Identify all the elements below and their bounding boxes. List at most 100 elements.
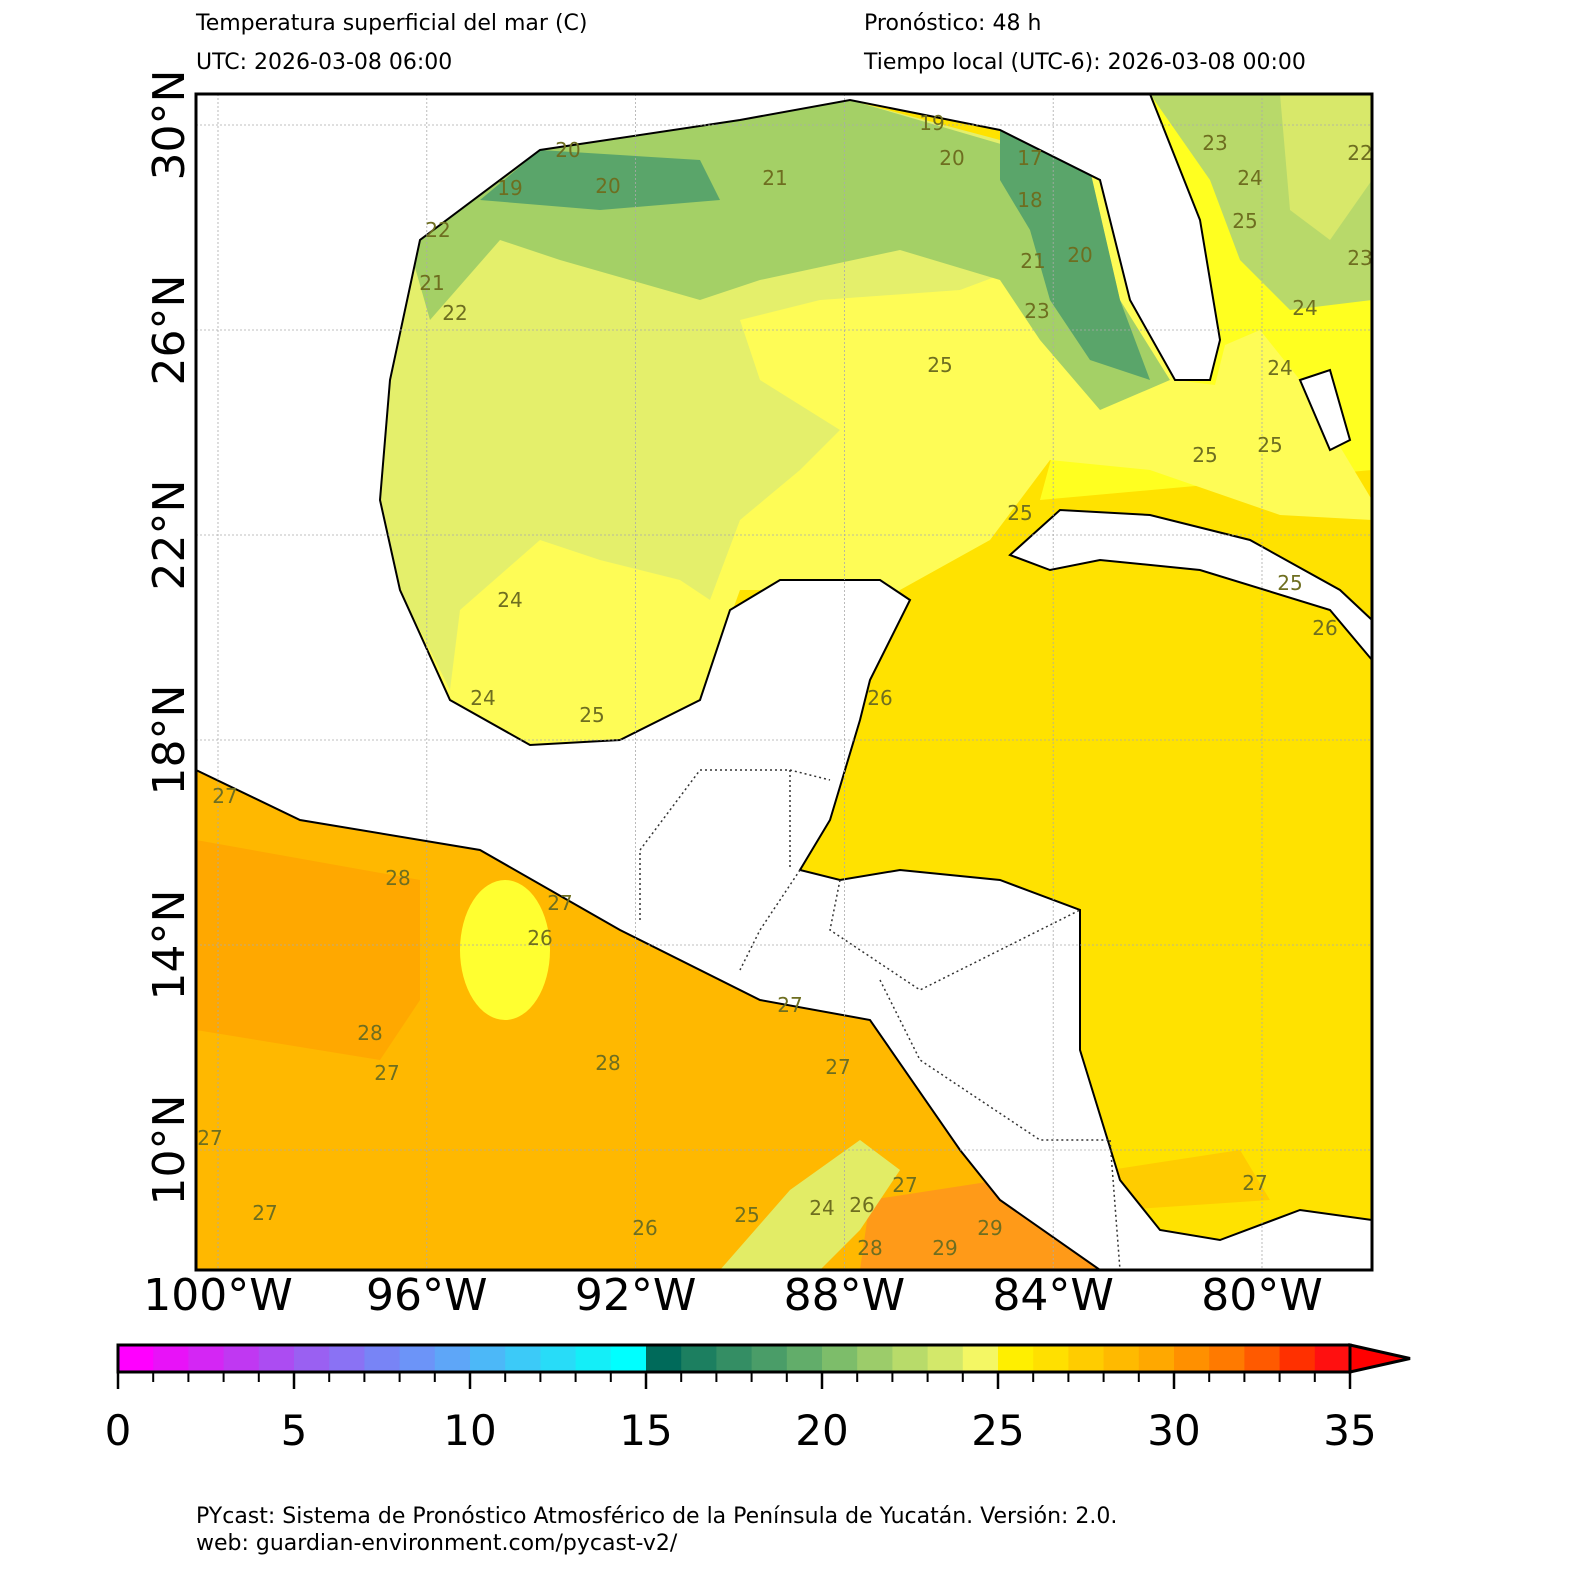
- contour-label: 25: [1277, 571, 1302, 595]
- utc-time: UTC: 2026-03-08 06:00: [196, 50, 452, 75]
- colorbar-bin: [153, 1345, 189, 1372]
- colorbar-bin: [118, 1345, 154, 1372]
- colorbar-bin: [646, 1345, 682, 1372]
- contour-label: 24: [470, 686, 495, 710]
- colorbar-bin: [1033, 1345, 1069, 1372]
- contour-label: 17: [1017, 146, 1042, 170]
- colorbar-bin: [399, 1345, 436, 1372]
- contour-label: 21: [762, 166, 787, 190]
- contour-label: 25: [1257, 433, 1282, 457]
- contour-labels: 20 19 20 21 19 20 17 18 21 20 23 22 21 22 23 24 25 22 23 24…: [197, 111, 1372, 1260]
- colorbar-bin: [998, 1345, 1034, 1372]
- colorbar-bin: [822, 1345, 858, 1372]
- contour-label: 23: [1347, 246, 1372, 270]
- land: [196, 94, 1372, 1270]
- colorbar-bin: [1174, 1345, 1210, 1372]
- lon-label: 84°W: [992, 1270, 1114, 1321]
- contour-label: 24: [809, 1196, 834, 1220]
- contour-label: 27: [777, 993, 802, 1017]
- contour-label: 27: [252, 1201, 277, 1225]
- contour-label: 28: [357, 1021, 382, 1045]
- colorbar-bin: [1209, 1345, 1245, 1372]
- colorbar-bin: [1244, 1345, 1281, 1372]
- map-area: 20 19 20 21 19 20 17 18 21 20 23 22 21 22 23 24 25 22 23 24…: [196, 94, 1372, 1270]
- lon-label: 92°W: [575, 1270, 697, 1321]
- colorbar-bin: [223, 1345, 260, 1372]
- contour-label: 29: [932, 1236, 957, 1260]
- cool-eddy: [460, 880, 550, 1020]
- local-time: Tiempo local (UTC-6): 2026-03-08 00:00: [863, 50, 1306, 75]
- contour-label: 19: [497, 176, 522, 200]
- contour-label: 20: [595, 174, 620, 198]
- colorbar-extend: [1348, 1343, 1411, 1374]
- lat-label: 18°N: [144, 685, 195, 796]
- colorbar-tick-label: 5: [281, 1406, 308, 1455]
- footer-web: web: guardian-environment.com/pycast-v2/: [196, 1531, 678, 1556]
- colorbar-bin: [786, 1345, 823, 1372]
- contour-label: 28: [385, 866, 410, 890]
- contour-label: 25: [927, 353, 952, 377]
- colorbar-bin: [294, 1345, 330, 1372]
- colorbar-bin: [258, 1345, 295, 1372]
- contour-label: 28: [595, 1051, 620, 1075]
- colorbar-tick-label: 30: [1147, 1406, 1200, 1455]
- colorbar-tick-label: 25: [971, 1406, 1024, 1455]
- colorbar-bin: [364, 1345, 401, 1372]
- map-title: Temperatura superficial del mar (C): [195, 11, 587, 36]
- colorbar-bin: [1068, 1345, 1105, 1372]
- contour-label: 26: [527, 926, 552, 950]
- contour-label: 26: [867, 686, 892, 710]
- contour-label: 24: [497, 588, 522, 612]
- contour-label: 28: [857, 1236, 882, 1260]
- colorbar-bin: [329, 1345, 365, 1372]
- colorbar-tick-label: 35: [1323, 1406, 1376, 1455]
- bahamas: [1298, 368, 1352, 452]
- lon-label: 80°W: [1201, 1270, 1323, 1321]
- colorbar-bin: [505, 1345, 541, 1372]
- contour-label: 18: [1017, 188, 1042, 212]
- contour-label: 24: [1292, 296, 1317, 320]
- forecast: Pronóstico: 48 h: [864, 11, 1041, 36]
- borders: [639, 769, 1121, 1270]
- graticule: [196, 94, 1372, 1270]
- contour-label: 27: [825, 1055, 850, 1079]
- contour-label: 20: [939, 146, 964, 170]
- contour-label: 26: [632, 1216, 657, 1240]
- colorbar-bin: [575, 1345, 612, 1372]
- contour-label: 24: [1267, 356, 1292, 380]
- colorbar-bin: [1103, 1345, 1140, 1372]
- contour-label: 21: [419, 271, 444, 295]
- lat-label: 30°N: [144, 70, 195, 181]
- colorbar-bin: [857, 1345, 893, 1372]
- pacific: [196, 770, 1100, 1270]
- colorbar-bin: [892, 1345, 929, 1372]
- contour-label: 23: [1024, 299, 1049, 323]
- lon-label: 88°W: [784, 1270, 906, 1321]
- map-frame: [194, 92, 1374, 1272]
- contour-label: 26: [1312, 616, 1337, 640]
- colorbar-bin: [681, 1345, 717, 1372]
- colorbar-bin: [470, 1345, 506, 1372]
- contour-label: 22: [1347, 141, 1372, 165]
- lon-label: 100°W: [143, 1270, 293, 1321]
- lat-label: 10°N: [144, 1095, 195, 1206]
- contour-label: 23: [1202, 131, 1227, 155]
- lat-label: 26°N: [144, 275, 195, 386]
- colorbar-bin: [434, 1345, 471, 1372]
- colorbar-tick-label: 0: [105, 1406, 132, 1455]
- contour-label: 25: [1232, 209, 1257, 233]
- contour-label: 20: [555, 138, 580, 162]
- colorbar-tick-label: 10: [443, 1406, 496, 1455]
- contour-label: 29: [977, 1216, 1002, 1240]
- colorbar-bin: [188, 1345, 225, 1372]
- contour-label: 21: [1020, 249, 1045, 273]
- upwelling: [720, 1140, 900, 1270]
- colorbar-bin: [1314, 1345, 1351, 1372]
- lat-label: 22°N: [144, 480, 195, 591]
- lat-label: 14°N: [144, 890, 195, 1001]
- footer-credit: PYcast: Sistema de Pronóstico Atmosféric…: [196, 1504, 1117, 1529]
- colorbar: 0 5 10 15 20 25 30 35: [105, 1343, 1411, 1455]
- cuba: [1008, 508, 1372, 662]
